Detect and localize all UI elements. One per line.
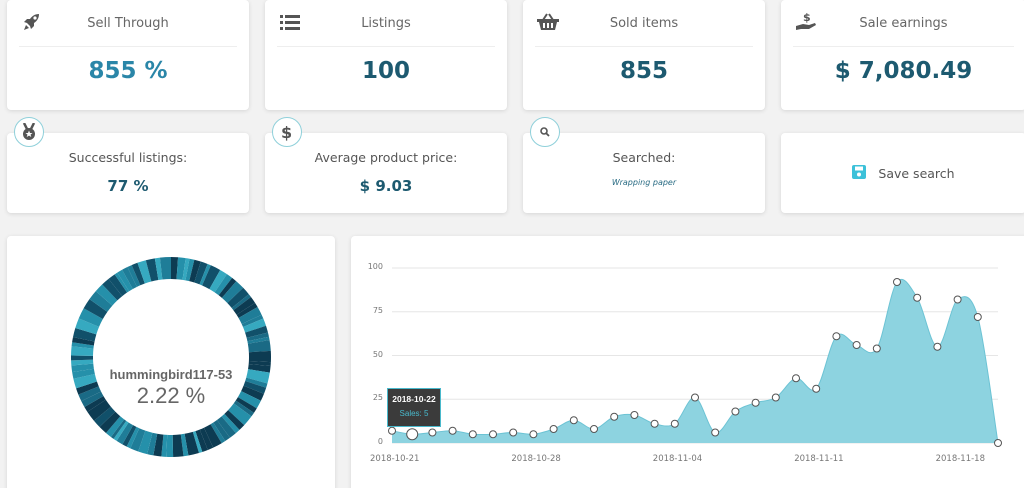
data-point[interactable] bbox=[973, 313, 982, 321]
donut-chart-panel: hummingbird117-53 2.22 % bbox=[7, 236, 335, 488]
data-point[interactable] bbox=[832, 332, 841, 341]
data-point[interactable] bbox=[872, 344, 881, 353]
data-point[interactable] bbox=[388, 426, 396, 435]
donut-ring[interactable] bbox=[71, 257, 271, 457]
stat-card-sale-earnings: $ Sale earnings $ 7,080.49 bbox=[781, 0, 1024, 110]
data-point[interactable] bbox=[893, 278, 901, 286]
save-search-card[interactable]: Save search bbox=[781, 133, 1024, 213]
x-tick-label: 2018-10-28 bbox=[511, 454, 561, 464]
hand-dollar-icon: $ bbox=[795, 11, 817, 33]
stat-label: Listings bbox=[361, 15, 411, 31]
y-tick-label: 100 bbox=[367, 262, 383, 271]
donut-chart[interactable]: hummingbird117-53 2.22 % bbox=[71, 257, 271, 457]
data-point[interactable] bbox=[852, 341, 861, 349]
data-point[interactable] bbox=[913, 293, 922, 302]
save-search-button[interactable]: Save search bbox=[781, 133, 1024, 213]
data-point[interactable] bbox=[630, 411, 639, 419]
y-tick-label: 50 bbox=[372, 349, 383, 359]
list-icon bbox=[279, 11, 301, 33]
stat-card-sold-items: Sold items 855 bbox=[523, 0, 765, 110]
y-tick-label: 0 bbox=[377, 437, 383, 446]
stat-label: Sell Through bbox=[87, 15, 169, 31]
chart-tooltip: 2018-10-22 Sales: 5 bbox=[387, 388, 441, 427]
data-point[interactable] bbox=[650, 419, 659, 428]
data-point[interactable] bbox=[771, 393, 780, 402]
data-point[interactable] bbox=[751, 398, 760, 407]
data-point[interactable] bbox=[448, 426, 457, 435]
data-point[interactable] bbox=[509, 428, 518, 437]
data-point[interactable] bbox=[468, 430, 477, 439]
x-tick-label: 2018-11-11 bbox=[794, 454, 844, 464]
search-term: Wrapping paper bbox=[611, 178, 677, 187]
data-point[interactable] bbox=[428, 428, 437, 437]
data-point[interactable] bbox=[711, 428, 720, 437]
y-tick-label: 25 bbox=[372, 393, 383, 403]
x-tick-label: 2018-11-04 bbox=[652, 454, 703, 464]
save-search-label: Save search bbox=[878, 165, 955, 181]
data-point[interactable] bbox=[569, 416, 578, 425]
x-tick-label: 2018-10-21 bbox=[370, 454, 420, 464]
rocket-icon bbox=[21, 11, 43, 33]
data-point[interactable] bbox=[792, 374, 800, 383]
data-point[interactable] bbox=[933, 342, 942, 351]
data-point[interactable] bbox=[731, 407, 740, 416]
data-point[interactable] bbox=[529, 430, 538, 439]
info-label: Average product price: bbox=[314, 150, 458, 165]
stat-label: Sale earnings bbox=[859, 15, 948, 31]
dollar-icon: $ bbox=[272, 117, 302, 147]
tooltip-value: Sales: 5 bbox=[399, 409, 429, 418]
y-tick-label: 75 bbox=[372, 305, 383, 315]
data-point[interactable] bbox=[549, 425, 558, 433]
stat-value: $ 7,080.49 bbox=[834, 58, 973, 84]
data-point[interactable] bbox=[670, 419, 679, 428]
stat-card-listings: Listings 100 bbox=[265, 0, 507, 110]
donut-center-label: hummingbird117-53 2.22 % bbox=[71, 367, 271, 409]
search-icon bbox=[530, 117, 560, 147]
data-point[interactable] bbox=[812, 384, 821, 393]
info-card-searched: Searched: Wrapping paper bbox=[523, 133, 765, 213]
info-value: 77 % bbox=[107, 177, 149, 195]
info-card-average-price: Average product price: $ 9.03 bbox=[265, 133, 507, 213]
donut-item-percent: 2.22 % bbox=[136, 383, 206, 408]
donut-item-name: hummingbird117-53 bbox=[109, 367, 233, 382]
info-label: Successful listings: bbox=[68, 150, 188, 165]
info-label: Searched: bbox=[612, 150, 676, 165]
stat-label: Sold items bbox=[609, 15, 679, 31]
x-tick-label: 2018-11-18 bbox=[935, 454, 985, 464]
svg-text:$: $ bbox=[803, 11, 811, 24]
data-point[interactable] bbox=[610, 412, 619, 421]
info-card-successful-listings: Successful listings: 77 % bbox=[7, 133, 249, 213]
data-point[interactable] bbox=[994, 439, 1002, 447]
stat-value: 855 bbox=[619, 58, 668, 84]
stat-value: 100 bbox=[361, 58, 410, 84]
data-point[interactable] bbox=[590, 425, 598, 433]
info-value: $ 9.03 bbox=[359, 177, 413, 195]
basket-icon bbox=[537, 11, 559, 33]
data-point[interactable] bbox=[953, 295, 962, 304]
floppy-icon bbox=[852, 164, 867, 182]
data-point[interactable] bbox=[691, 393, 699, 402]
tooltip-date: 2018-10-22 bbox=[392, 394, 436, 404]
medal-icon bbox=[14, 117, 44, 147]
sales-area-chart[interactable] bbox=[351, 236, 1024, 488]
data-point[interactable] bbox=[489, 430, 497, 439]
sales-chart-panel: 0 25 50 75 100 2018-10-21 2018-10-28 2018-11-0… bbox=[351, 236, 1024, 488]
data-point[interactable] bbox=[406, 428, 419, 441]
stat-card-sell-through: Sell Through 855 % bbox=[7, 0, 249, 110]
svg-text:$: $ bbox=[281, 123, 292, 141]
stat-value: 855 % bbox=[88, 58, 168, 84]
